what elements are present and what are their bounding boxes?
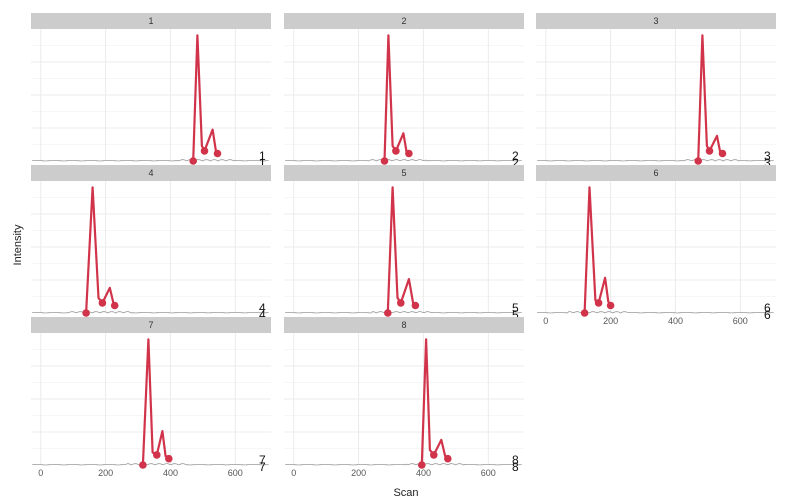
peak-line <box>192 34 220 162</box>
facet-strip-label: 6 <box>653 168 658 178</box>
x-tick-label: 600 <box>481 468 496 478</box>
facet-strip-label: 8 <box>401 320 406 330</box>
end-label-lower: 4 <box>259 308 266 322</box>
peak-point <box>580 309 589 317</box>
end-label-upper: 2 <box>512 149 519 163</box>
x-tick-label: 400 <box>668 316 683 326</box>
peak-line <box>141 338 171 466</box>
x-tick-label: 600 <box>228 468 243 478</box>
peak-point <box>594 299 603 307</box>
peak-point <box>82 309 90 317</box>
facet-strip <box>284 13 524 29</box>
peak-point <box>213 149 222 158</box>
facet-strip <box>31 317 271 333</box>
y-axis-title: Intensity <box>12 224 24 265</box>
facet-strip-label: 4 <box>148 168 153 178</box>
peak-point <box>718 149 727 158</box>
peak-point <box>384 309 392 317</box>
facet-strip-label: 1 <box>148 16 153 26</box>
facet-strip <box>31 13 271 29</box>
peak-point <box>694 157 702 165</box>
facet-panel-3: 333 <box>536 13 776 170</box>
facet-strip <box>536 13 776 29</box>
x-tick-label: 400 <box>416 468 431 478</box>
baseline-trace <box>537 311 774 314</box>
baseline-trace <box>285 311 522 314</box>
peak-point <box>189 157 197 165</box>
x-tick-label: 400 <box>163 468 178 478</box>
facet-panel-2: 222 <box>284 13 524 170</box>
peak-line <box>386 186 417 314</box>
baseline-trace <box>32 311 269 314</box>
peak-point <box>418 461 426 469</box>
x-tick-label: 200 <box>98 468 113 478</box>
end-label-lower: 2 <box>512 156 519 170</box>
peak-point <box>165 454 173 463</box>
facet-strip-label: 3 <box>653 16 658 26</box>
peak-point <box>606 301 615 310</box>
facet-strip-label: 5 <box>401 168 406 178</box>
x-tick-label: 200 <box>351 468 366 478</box>
end-label-lower: 5 <box>512 308 519 322</box>
facet-strip <box>284 317 524 333</box>
baseline-trace <box>32 463 269 466</box>
peak-line <box>383 34 411 162</box>
peak-point <box>444 454 452 463</box>
peak-point <box>380 157 389 165</box>
baseline-trace <box>537 159 774 162</box>
peak-point <box>153 451 161 459</box>
x-tick-label: 200 <box>603 316 618 326</box>
x-tick-label: 0 <box>543 316 548 326</box>
facet-panel-4: 444 <box>31 165 271 322</box>
peak-line <box>583 186 613 314</box>
facet-strip-label: 2 <box>401 16 406 26</box>
peak-point <box>705 147 714 155</box>
end-label-upper: 7 <box>259 453 266 467</box>
end-label-lower: 3 <box>764 156 771 170</box>
peak-point <box>200 147 209 155</box>
peak-line <box>420 338 450 466</box>
facet-panel-1: 111 <box>31 13 271 170</box>
end-label-upper: 1 <box>259 149 266 163</box>
end-label-upper: 5 <box>512 301 519 315</box>
end-label-upper: 3 <box>764 149 771 163</box>
x-axis-title: Scan <box>393 487 418 499</box>
end-label-lower: 1 <box>259 156 266 170</box>
end-label-lower: 6 <box>764 308 771 322</box>
facet-strip <box>31 165 271 181</box>
baseline-trace <box>285 463 522 466</box>
peak-point <box>98 299 107 307</box>
peak-point <box>392 147 400 155</box>
x-tick-label: 0 <box>38 468 43 478</box>
peak-point <box>430 451 438 459</box>
end-label-upper: 4 <box>259 301 266 315</box>
end-label-upper: 6 <box>764 301 771 315</box>
facet-strip <box>536 165 776 181</box>
peak-point <box>110 301 119 310</box>
peak-point <box>411 301 420 310</box>
peak-point <box>397 299 405 307</box>
x-tick-label: 600 <box>733 316 748 326</box>
peak-point <box>139 461 147 469</box>
peak-line <box>697 34 724 162</box>
baseline-trace <box>32 159 269 162</box>
facet-strip <box>284 165 524 181</box>
facet-strip-label: 7 <box>148 320 153 330</box>
end-label-lower: 7 <box>259 460 266 474</box>
x-tick-label: 0 <box>291 468 296 478</box>
end-label-lower: 8 <box>512 460 519 474</box>
peak-point <box>405 149 413 158</box>
facet-panel-5: 555 <box>284 165 524 322</box>
end-label-upper: 8 <box>512 453 519 467</box>
baseline-trace <box>285 159 522 162</box>
peak-line <box>85 186 117 314</box>
